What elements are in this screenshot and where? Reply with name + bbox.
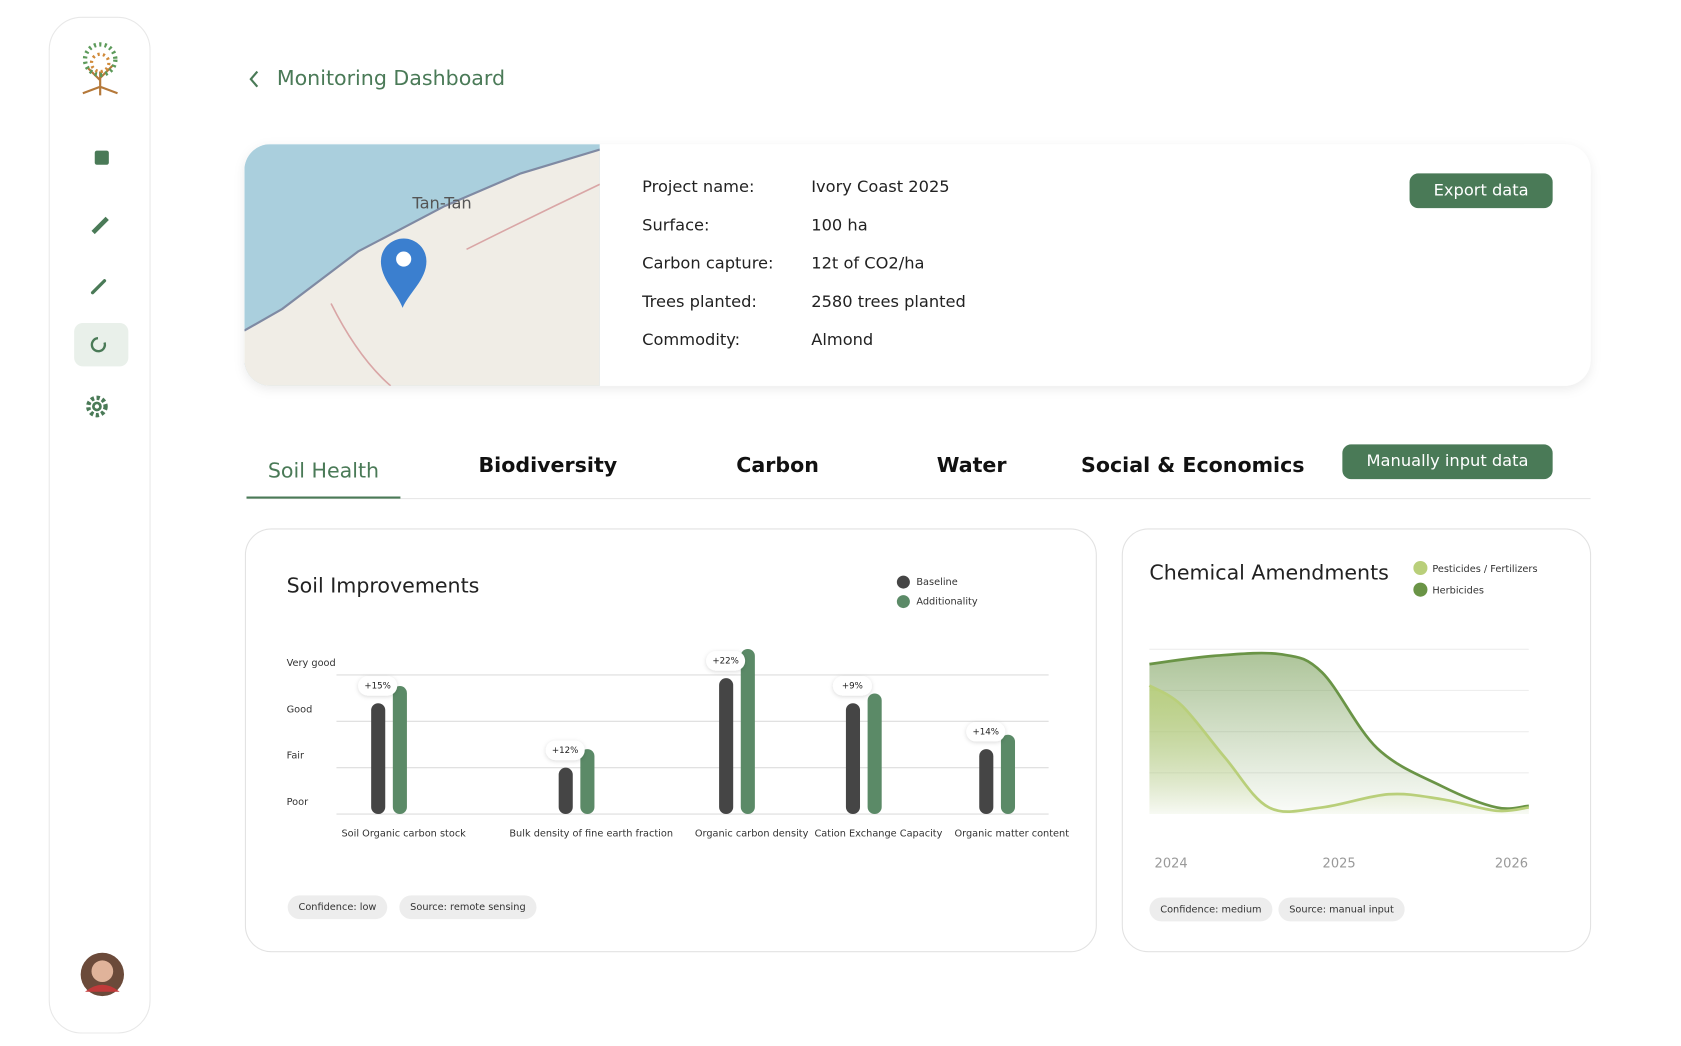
area [1149, 685, 1529, 815]
tag: Confidence: medium [1160, 904, 1261, 915]
info-value: 100 ha [811, 215, 867, 234]
tag-bg [1149, 897, 1273, 922]
y-tick-label: Very good [287, 658, 336, 669]
x-tick-label: Organic carbon density [695, 829, 809, 840]
x-tick-label: Cation Exchange Capacity [814, 829, 942, 840]
legend-dot [1413, 560, 1428, 576]
bar [867, 693, 882, 815]
export-button-label[interactable]: Export data [1434, 180, 1529, 199]
bar [719, 678, 734, 815]
soil-card [244, 528, 1097, 953]
annotation: +22% [712, 656, 739, 666]
tab[interactable]: Biodiversity [478, 453, 617, 477]
sidebar [48, 16, 151, 1034]
icon-refresh[interactable] [90, 336, 107, 353]
x-tick-label: Bulk density of fine earth fraction [509, 829, 673, 840]
info-label: Trees planted: [641, 292, 757, 311]
tag-bg [1278, 897, 1405, 922]
annotation-bg [706, 651, 746, 671]
area [1149, 653, 1529, 815]
tab[interactable]: Social & Economics [1081, 453, 1305, 477]
icon-brush[interactable] [90, 279, 107, 295]
export-button[interactable] [1409, 173, 1553, 209]
icon-active-bg[interactable] [74, 323, 129, 367]
tab[interactable]: Water [937, 453, 1008, 477]
avatar[interactable] [80, 952, 125, 997]
x-tick-label: 2025 [1323, 856, 1356, 871]
x-tick-label: Organic matter content [954, 829, 1069, 840]
info-label: Project name: [642, 177, 754, 196]
legend-dot [1413, 582, 1428, 597]
tab[interactable]: Soil Health [268, 459, 379, 483]
annotation: +9% [842, 681, 863, 691]
x-tick-label: 2026 [1495, 856, 1528, 871]
icon-settings[interactable] [86, 395, 108, 418]
y-tick-label: Fair [287, 751, 305, 762]
bar [558, 767, 573, 815]
bar [740, 648, 755, 815]
x-tick-label: Soil Organic carbon stock [341, 829, 466, 840]
info-value: Almond [811, 330, 873, 349]
annotation-bg [966, 722, 1006, 742]
manual-input-label[interactable]: Manually input data [1367, 451, 1529, 470]
chemical-title: Chemical Amendments [1149, 560, 1388, 584]
legend-dot [896, 595, 910, 609]
annotation: +12% [552, 746, 579, 756]
legend-dot [896, 575, 910, 589]
legend-label: Herbicides [1432, 586, 1484, 597]
tag: Source: remote sensing [410, 902, 525, 913]
y-tick-label: Good [287, 704, 313, 715]
bar [979, 749, 994, 815]
logo [82, 42, 118, 96]
page-title: Monitoring Dashboard [277, 66, 505, 90]
map: Tan-Tan [244, 144, 600, 386]
line [1148, 684, 1529, 814]
icon-pen[interactable] [91, 216, 109, 235]
info-value: Ivory Coast 2025 [811, 177, 949, 196]
icon-chart[interactable] [94, 150, 109, 165]
legend-label: Pesticides / Fertilizers [1432, 564, 1537, 575]
bar [845, 703, 861, 815]
annotation: +14% [972, 727, 999, 737]
tag: Confidence: low [299, 902, 377, 913]
info-label: Commodity: [642, 330, 740, 349]
bar [392, 686, 407, 815]
legend-label: Baseline [916, 577, 957, 588]
info-label: Carbon capture: [642, 254, 773, 273]
bar [371, 703, 386, 815]
manual-input-button[interactable] [1342, 444, 1553, 480]
tag-bg [399, 895, 537, 920]
tag-bg [287, 895, 388, 920]
line [1149, 651, 1529, 810]
info-value: 2580 trees planted [811, 292, 966, 311]
bar [1000, 734, 1016, 815]
legend-label: Additionality [916, 597, 977, 608]
map-label: Tan-Tan [411, 193, 471, 212]
annotation-bg [358, 676, 398, 696]
info-value: 12t of CO2/ha [811, 254, 924, 273]
tab[interactable]: Carbon [736, 453, 819, 477]
annotation-bg [832, 676, 872, 696]
back-button[interactable] [249, 70, 259, 88]
y-tick-label: Poor [287, 797, 309, 808]
bar [580, 749, 595, 815]
tag: Source: manual input [1289, 904, 1394, 915]
annotation-bg [545, 740, 585, 761]
soil-title: Soil Improvements [287, 573, 480, 597]
annotation: +15% [364, 681, 391, 691]
info-label: Surface: [642, 215, 709, 234]
x-tick-label: 2024 [1155, 856, 1188, 871]
